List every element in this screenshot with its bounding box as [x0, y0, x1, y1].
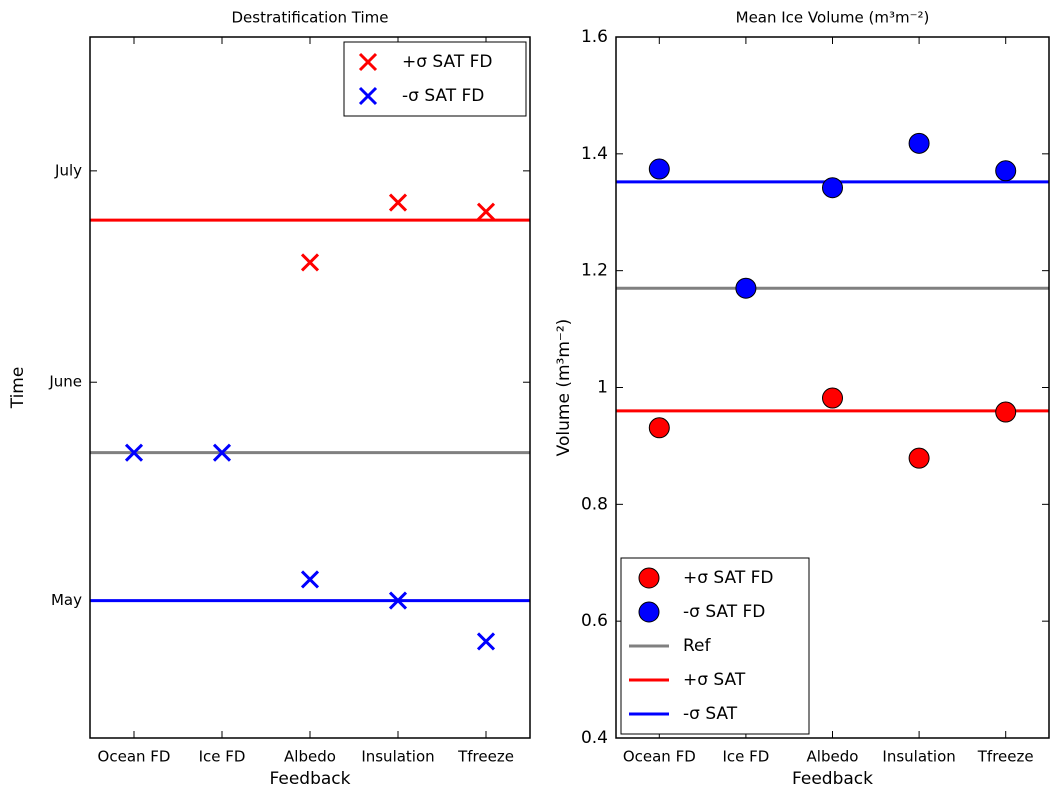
y-tick-label: June: [48, 373, 82, 391]
circle-marker: [638, 601, 660, 623]
x-tick-label: Ocean FD: [98, 748, 171, 766]
circle-marker: [995, 401, 1017, 423]
x-marker: [358, 52, 378, 72]
circle-marker: [735, 277, 757, 299]
plot-frame: [615, 36, 1050, 739]
x-tick-label: Ocean FD: [623, 748, 696, 766]
x-tick-label: Ice FD: [199, 748, 246, 766]
legend-label: Ref: [683, 636, 712, 656]
x-tick-label: Albedo: [807, 748, 859, 766]
y-tick-label: 1.6: [581, 27, 608, 47]
y-tick-label: July: [54, 161, 82, 179]
chart-title: Mean Ice Volume (m³m⁻²): [736, 9, 930, 27]
circle-marker: [908, 132, 930, 154]
x-marker: [124, 443, 144, 462]
y-axis-label: Time: [8, 367, 28, 410]
circle-marker: [995, 160, 1017, 182]
legend-label: +σ SAT FD: [683, 568, 774, 588]
x-marker: [476, 202, 496, 221]
circle-marker: [638, 567, 660, 589]
x-tick-label: Insulation: [361, 748, 434, 766]
x-tick-label: Tfreeze: [457, 748, 514, 766]
y-tick-label: 1.2: [581, 261, 608, 281]
x-marker: [358, 86, 378, 106]
x-marker: [388, 591, 408, 610]
y-tick-label: 0.8: [581, 494, 608, 514]
y-axis-label: Volume (m³m⁻²): [554, 319, 574, 457]
x-marker: [300, 253, 320, 272]
legend-label: -σ SAT FD: [683, 602, 765, 622]
circle-marker: [648, 158, 670, 180]
x-marker: [388, 193, 408, 212]
chart-title: Destratification Time: [232, 9, 389, 27]
legend-label: +σ SAT FD: [402, 52, 493, 72]
circle-marker: [822, 387, 843, 409]
y-tick-label: 1: [597, 378, 608, 398]
x-axis-label: Feedback: [270, 769, 351, 789]
y-tick-label: May: [51, 591, 82, 609]
plot-frame: [89, 36, 531, 739]
x-marker: [476, 632, 496, 651]
y-tick-label: 0.4: [581, 728, 608, 748]
x-tick-label: Albedo: [284, 748, 336, 766]
circle-marker: [822, 177, 843, 199]
y-tick-label: 0.6: [581, 611, 608, 631]
legend-label: -σ SAT: [683, 704, 738, 724]
x-marker: [212, 443, 232, 462]
y-tick-label: 1.4: [581, 144, 608, 164]
x-axis-label: Feedback: [792, 769, 873, 789]
x-marker: [300, 570, 320, 589]
circle-marker: [908, 447, 930, 469]
x-tick-label: Tfreeze: [977, 748, 1034, 766]
circle-marker: [648, 417, 670, 439]
x-tick-label: Ice FD: [722, 748, 769, 766]
legend-label: -σ SAT FD: [402, 86, 484, 106]
x-tick-label: Insulation: [882, 748, 955, 766]
legend-label: +σ SAT: [683, 670, 746, 690]
